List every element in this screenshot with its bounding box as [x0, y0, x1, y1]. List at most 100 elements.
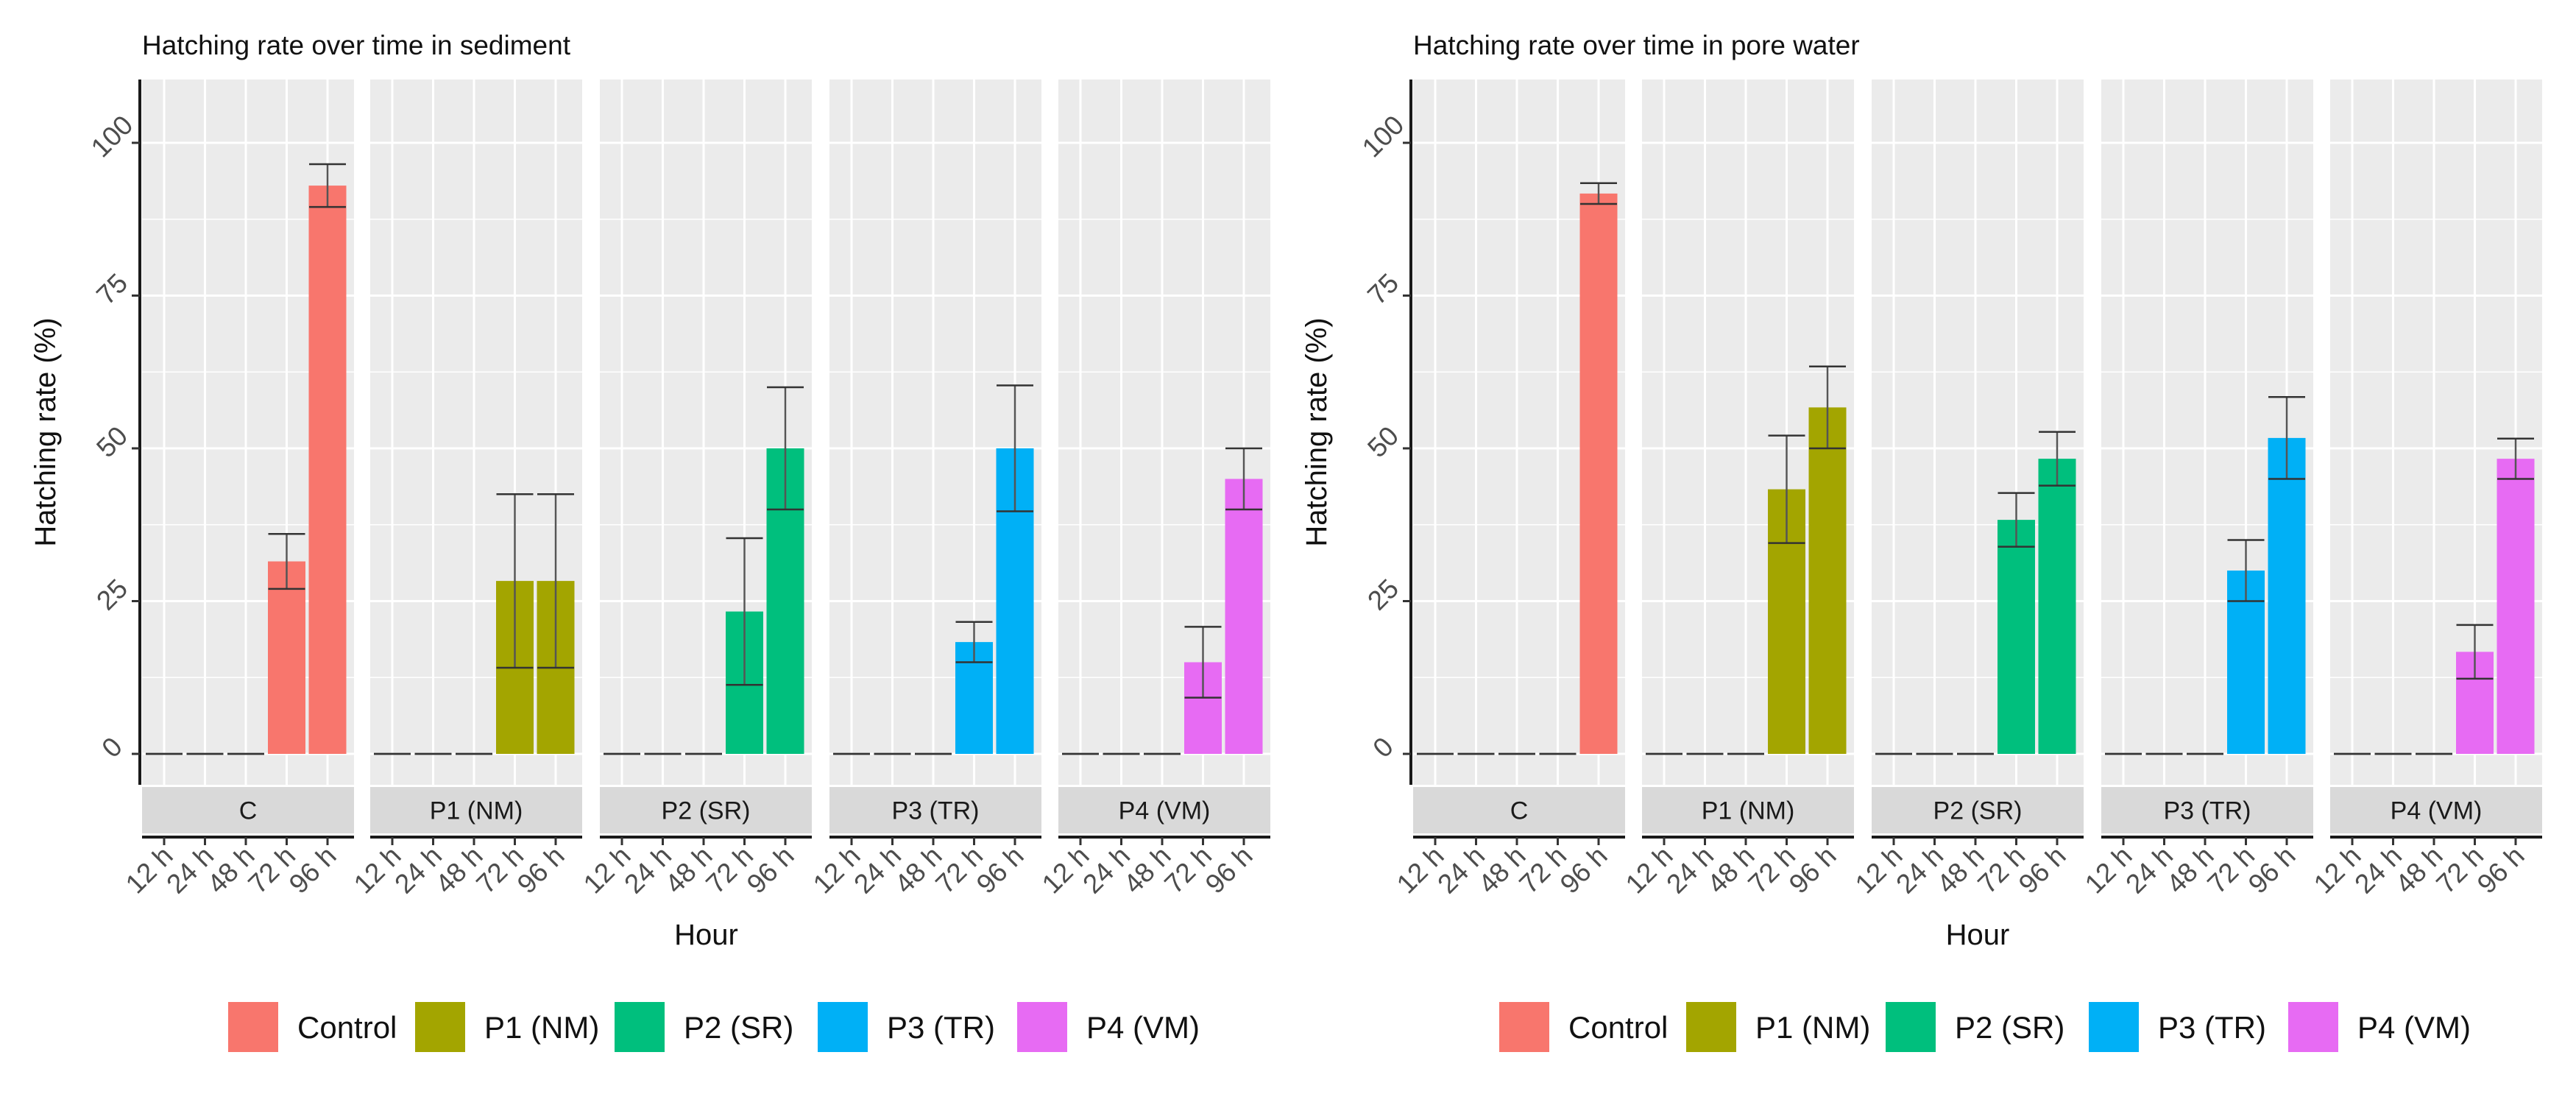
x-tick-label: 96 h	[2243, 841, 2301, 900]
y-tick-label: 25	[1362, 574, 1404, 616]
legend-swatch	[1686, 1002, 1736, 1052]
facet-strip	[1058, 787, 1270, 833]
facet-4: P3 (TR)12 h24 h48 h72 h96 h	[807, 80, 1041, 900]
legend-swatch	[2288, 1002, 2338, 1052]
y-axis-label: Hatching rate (%)	[1301, 317, 1333, 546]
x-tick-label: 96 h	[1783, 841, 1842, 900]
legend-swatch	[615, 1002, 665, 1052]
y-axis-label: Hatching rate (%)	[29, 317, 62, 546]
facet-strip	[1872, 787, 2084, 833]
facet-strip-label: C	[239, 797, 258, 825]
error-bar	[496, 493, 534, 669]
legend-entry: Control	[228, 1002, 397, 1052]
error-bar	[726, 537, 763, 686]
y-tick-label: 0	[1367, 731, 1399, 763]
facet-strip	[1413, 787, 1625, 833]
bar	[308, 186, 347, 755]
legend-label: P1 (NM)	[1755, 1010, 1870, 1045]
x-axis-label: Hour	[674, 919, 738, 951]
error-bar	[955, 621, 993, 663]
legend-entry: P1 (NM)	[415, 1002, 599, 1052]
legend-label: P4 (VM)	[1086, 1010, 1200, 1045]
facet-2: P1 (NM)12 h24 h48 h72 h96 h	[1620, 80, 1854, 900]
error-bar	[2039, 431, 2076, 487]
legend-label: Control	[297, 1010, 397, 1045]
y-tick-label: 100	[1356, 110, 1410, 163]
error-bar	[2268, 396, 2305, 480]
error-bar	[1809, 365, 1846, 450]
facet-2: P1 (NM)12 h24 h48 h72 h96 h	[348, 80, 582, 900]
error-bar	[268, 532, 305, 590]
x-tick-label: 96 h	[283, 841, 342, 900]
legend-entry: Control	[1499, 1002, 1668, 1052]
facet-5: P4 (VM)12 h24 h48 h72 h96 h	[1036, 80, 1270, 900]
y-tick-label: 0	[96, 731, 128, 763]
legend-entry: P3 (TR)	[2089, 1002, 2266, 1052]
facet-strip-label: P2 (SR)	[662, 797, 751, 825]
bar	[2497, 459, 2535, 754]
bar	[2268, 437, 2306, 754]
error-bar	[1184, 626, 1222, 699]
legend-swatch	[818, 1002, 868, 1052]
facet-1: C12 h24 h48 h72 h96 h	[1391, 80, 1625, 900]
chart-panel-2: Hatching rate over time in pore water Hat…	[1301, 30, 2542, 1052]
y-tick-label: 50	[91, 420, 133, 463]
facet-strip-label: P2 (SR)	[1933, 797, 2023, 825]
bar	[1579, 193, 1618, 754]
y-tick-label: 75	[91, 268, 133, 311]
legend-entry: P2 (SR)	[615, 1002, 793, 1052]
facet-3: P2 (SR)12 h24 h48 h72 h96 h	[578, 80, 812, 900]
bar	[1225, 479, 1263, 754]
facet-strip-label: P4 (VM)	[1119, 797, 1211, 825]
legend: Control P1 (NM) P2 (SR) P3 (TR) P4 (VM)	[1499, 1002, 2471, 1052]
legend-entry: P3 (TR)	[818, 1002, 995, 1052]
bar	[1808, 407, 1847, 754]
facet-1: C12 h24 h48 h72 h96 h	[120, 80, 354, 900]
legend-swatch	[228, 1002, 278, 1052]
legend-label: P1 (NM)	[484, 1010, 599, 1045]
bar	[2038, 459, 2076, 754]
y-tick-label: 75	[1362, 268, 1404, 311]
legend-swatch	[415, 1002, 465, 1052]
error-bar	[1998, 492, 2035, 548]
legend-label: P4 (VM)	[2357, 1010, 2471, 1045]
error-bar	[2227, 539, 2265, 602]
error-bar	[2497, 437, 2534, 480]
x-axis-label: Hour	[1946, 919, 2010, 951]
y-tick-label: 25	[91, 574, 133, 616]
x-tick-label: 96 h	[741, 841, 800, 900]
x-tick-label: 96 h	[971, 841, 1030, 900]
chart-panel-1: Hatching rate over time in sediment Hatch…	[29, 30, 1270, 1052]
legend-swatch	[1017, 1002, 1067, 1052]
x-tick-label: 96 h	[1200, 841, 1259, 900]
facet-strip	[2330, 787, 2542, 833]
facet-strip	[370, 787, 582, 833]
legend-entry: P4 (VM)	[1017, 1002, 1200, 1052]
legend-label: P2 (SR)	[1955, 1010, 2064, 1045]
legend-label: Control	[1568, 1010, 1668, 1045]
facet-strip-label: P3 (TR)	[892, 797, 980, 825]
legend-entry: P1 (NM)	[1686, 1002, 1870, 1052]
error-bar	[2456, 624, 2494, 680]
facet-4: P3 (TR)12 h24 h48 h72 h96 h	[2079, 80, 2313, 900]
legend-entry: P2 (SR)	[1886, 1002, 2064, 1052]
facet-strip	[1642, 787, 1854, 833]
facet-strip	[2101, 787, 2313, 833]
legend-label: P2 (SR)	[684, 1010, 793, 1045]
facet-strip-label: P4 (VM)	[2391, 797, 2483, 825]
legend: Control P1 (NM) P2 (SR) P3 (TR) P4 (VM)	[228, 1002, 1200, 1052]
legend-swatch	[1886, 1002, 1936, 1052]
error-bar	[767, 386, 804, 511]
x-tick-label: 96 h	[1554, 841, 1613, 900]
legend-swatch	[1499, 1002, 1549, 1052]
y-tick-label: 100	[85, 110, 139, 163]
bar	[268, 561, 305, 754]
facet-strip-label: C	[1510, 797, 1529, 825]
chart-title: Hatching rate over time in sediment	[142, 30, 571, 60]
facet-strip-label: P1 (NM)	[430, 797, 523, 825]
bar	[1998, 520, 2035, 754]
legend-label: P3 (TR)	[2158, 1010, 2266, 1045]
legend-label: P3 (TR)	[887, 1010, 995, 1045]
